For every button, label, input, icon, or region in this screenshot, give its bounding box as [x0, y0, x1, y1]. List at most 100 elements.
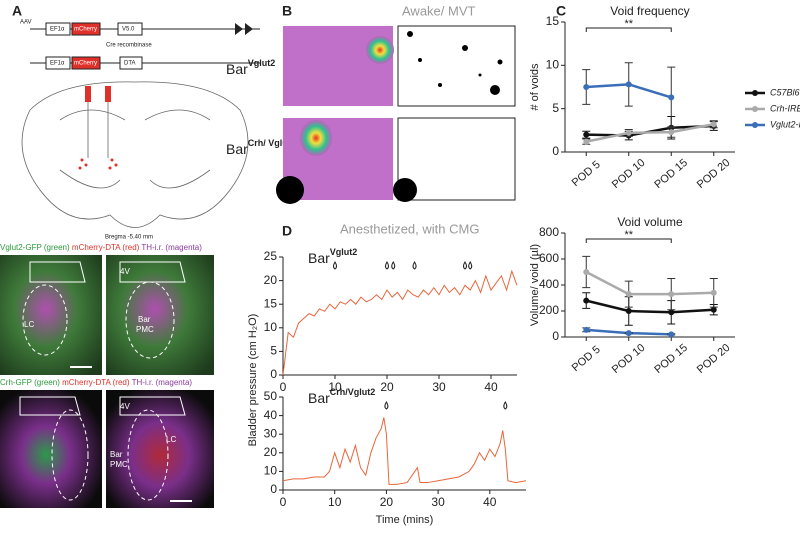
point — [625, 129, 632, 136]
pressure-trace — [282, 417, 527, 485]
point — [710, 306, 717, 313]
x-tick-label: 0 — [280, 380, 287, 394]
legend-label: Crh-IRES-Cre — [770, 103, 800, 113]
construct-text: EF1α — [50, 27, 65, 33]
x-tick-label: 10 — [328, 495, 342, 509]
row-label: BarCrh/ Vglut2 — [226, 138, 296, 156]
series-line — [586, 123, 714, 143]
label-4v: 4V — [120, 267, 130, 276]
y-tick-label: 20 — [264, 273, 278, 287]
point — [625, 330, 632, 337]
y-axis-label: # of voids — [529, 63, 541, 111]
y-tick-label: 15 — [546, 14, 560, 28]
significance-bracket — [585, 238, 672, 243]
void-marker — [463, 261, 467, 270]
y-axis-label: Volume/ void (µl) — [529, 244, 541, 326]
x-tick-label: POD 5 — [570, 344, 603, 374]
y-tick-label: 400 — [539, 277, 559, 291]
y-tick-label: 0 — [552, 329, 559, 343]
scale-bar — [170, 500, 192, 502]
void-marker — [503, 401, 508, 410]
y-tick-label: 0 — [552, 144, 559, 158]
construct-text: mCherry — [74, 61, 97, 67]
injection — [85, 86, 91, 102]
micrograph — [0, 390, 102, 508]
panel-label: B — [282, 3, 292, 19]
point — [583, 326, 590, 333]
x-tick-label: POD 15 — [652, 342, 690, 376]
label-bar: Bar — [110, 450, 123, 459]
y-tick-label: 25 — [264, 249, 278, 263]
annotation: ** — [624, 18, 633, 30]
x-tick-label: 40 — [484, 380, 498, 394]
panel-label: D — [282, 223, 292, 239]
ventricle — [19, 261, 186, 416]
point — [625, 291, 632, 298]
x-tick-label: POD 20 — [695, 342, 733, 376]
image-legend: Crh-GFP (green) mCherry-DTA (red) TH-i.r… — [0, 378, 192, 387]
y-tick-label: 20 — [264, 445, 278, 459]
panel-title: Awake/ MVT — [402, 3, 476, 18]
point — [710, 121, 717, 128]
label-pmc: PMC — [136, 325, 154, 334]
y-tick-label: 40 — [264, 408, 278, 422]
y-tick-label: 30 — [264, 426, 278, 440]
series-line — [585, 299, 714, 314]
scale-bar — [70, 366, 92, 368]
point — [583, 297, 590, 304]
point — [583, 138, 590, 145]
construct-text: mCherry — [74, 27, 97, 33]
legend-swatch — [752, 90, 758, 96]
construct-diagram — [30, 22, 260, 70]
point — [625, 81, 632, 88]
y-tick-label: 10 — [264, 320, 278, 334]
point — [668, 129, 675, 136]
point — [710, 289, 717, 296]
y-tick-label: 0 — [270, 367, 277, 381]
void-marker — [412, 261, 417, 270]
legend-swatch — [752, 106, 758, 112]
void-marker — [468, 261, 473, 270]
y-tick-label: 800 — [539, 225, 559, 239]
construct-text: V5.0 — [122, 27, 135, 33]
y-tick-label: 5 — [270, 344, 277, 358]
x-tick-label: 30 — [431, 495, 445, 509]
label-bar: Bar — [138, 315, 151, 324]
trace-title-sup: Vglut2 — [330, 247, 358, 257]
y-tick-label: 5 — [552, 101, 559, 115]
trace-title: BarCrh/Vglut2 — [308, 387, 375, 405]
legend-swatch — [752, 122, 758, 128]
label-pmc: PMC — [110, 460, 128, 469]
construct-text: DTA — [124, 61, 136, 67]
micrograph — [0, 255, 102, 375]
y-tick-label: 10 — [264, 464, 278, 478]
legend-label: C57Bl6 — [770, 87, 800, 97]
x-tick-label: 20 — [380, 380, 394, 394]
cold-spot — [276, 176, 304, 204]
point — [583, 84, 590, 90]
point — [668, 331, 675, 338]
void-map — [397, 117, 516, 201]
x-tick-label: POD 15 — [652, 157, 690, 191]
trace-title-name: Bar — [308, 250, 330, 266]
y-axis-label: Bladder pressure (cm H₂O) — [247, 314, 259, 447]
label-4v: 4V — [120, 402, 130, 411]
y-tick-label: 50 — [264, 389, 278, 403]
series-line — [585, 270, 714, 296]
construct-note: Cre recombinase — [106, 43, 152, 49]
x-tick-label: 10 — [328, 380, 342, 394]
x-tick-label: 20 — [380, 495, 394, 509]
hotspot — [366, 36, 394, 64]
x-tick-label: 30 — [432, 380, 446, 394]
y-tick-label: 10 — [546, 58, 560, 72]
x-tick-label: 40 — [483, 495, 497, 509]
panel-title: Anesthetized, with CMG — [340, 221, 479, 236]
point — [583, 131, 590, 138]
point — [668, 291, 675, 298]
x-tick-label: POD 5 — [570, 159, 603, 189]
cells — [78, 158, 118, 170]
y-tick-label: 200 — [539, 303, 559, 317]
micrograph — [106, 390, 214, 508]
panel-label: C — [556, 3, 566, 19]
construct-text: AAV — [20, 20, 32, 26]
